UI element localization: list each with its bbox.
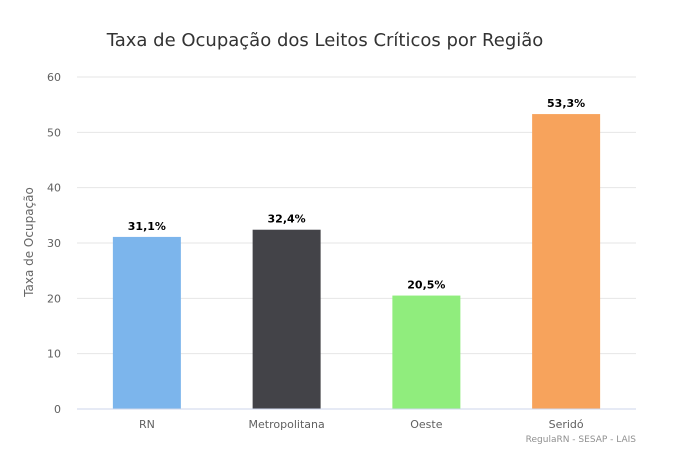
y-axis-label: Taxa de Ocupação [22, 187, 36, 298]
y-axis-ticks: 0 10 20 30 40 50 60 [47, 71, 61, 416]
data-label: 32,4% [268, 213, 306, 226]
bars [112, 114, 601, 409]
x-axis-ticks: RN Metropolitana Oeste Seridó [139, 418, 584, 431]
credits-text[interactable]: RegulaRN - SESAP - LAIS [526, 435, 637, 445]
data-label: 31,1% [128, 220, 166, 233]
x-tick-label: Metropolitana [249, 418, 325, 431]
bar[interactable] [392, 295, 461, 409]
x-tick-label: Oeste [410, 418, 442, 431]
chart-title: Taxa de Ocupação dos Leitos Críticos por… [106, 30, 544, 51]
bar[interactable] [532, 114, 601, 409]
y-tick-label: 10 [47, 348, 61, 361]
y-tick-label: 50 [47, 126, 61, 139]
bar[interactable] [112, 236, 181, 409]
x-tick-label: RN [139, 418, 155, 431]
data-labels: 31,1% 32,4% 20,5% 53,3% [128, 97, 585, 291]
y-tick-label: 60 [47, 71, 61, 84]
y-tick-label: 30 [47, 237, 61, 250]
y-tick-label: 20 [47, 292, 61, 305]
bar[interactable] [252, 229, 321, 409]
y-tick-label: 40 [47, 182, 61, 195]
x-tick-label: Seridó [549, 418, 584, 431]
data-label: 20,5% [407, 279, 445, 292]
data-label: 53,3% [547, 97, 585, 110]
y-tick-label: 0 [54, 403, 61, 416]
